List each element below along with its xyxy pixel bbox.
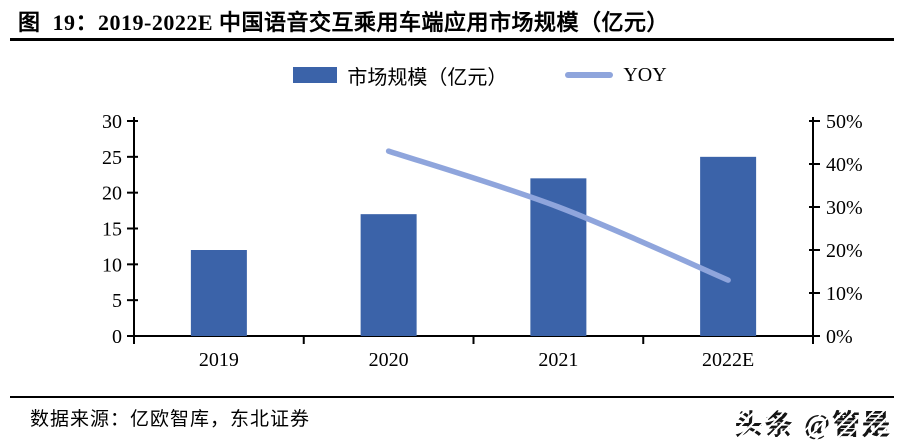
x-label-2021: 2021: [538, 349, 578, 371]
left-axis-tick-label: 10: [102, 254, 122, 276]
source-rule: [10, 396, 894, 398]
left-axis-tick-label: 25: [102, 147, 122, 169]
bar-2020: [360, 214, 417, 336]
legend-label-market-size: 市场规模（亿元）: [347, 66, 508, 89]
right-axis-tick-label: 40%: [826, 154, 863, 176]
line-series-swatch-icon: [565, 72, 614, 78]
right-axis-tick-label: 10%: [826, 283, 863, 305]
bar-2019: [190, 250, 247, 336]
left-axis-tick-label: 15: [102, 219, 122, 241]
bar-2022E: [700, 156, 757, 336]
right-axis-tick-label: 30%: [826, 197, 863, 219]
chart-legend: 市场规模（亿元） YOY: [28, 60, 904, 90]
yoy-line: [385, 148, 731, 283]
left-axis-tick-label: 0: [112, 326, 122, 348]
x-label-2020: 2020: [369, 349, 409, 371]
data-source-note: 数据来源：亿欧智库，东北证券: [30, 409, 311, 430]
left-axis-tick-label: 30: [102, 111, 122, 133]
title-rule: [10, 38, 894, 41]
figure-title: 图 19：2019-2022E 中国语音交互乘用车端应用市场规模（亿元）: [18, 10, 670, 35]
legend-item-market-size: 市场规模（亿元）: [293, 61, 507, 90]
legend-item-yoy: YOY: [565, 63, 667, 87]
right-axis-tick-label: 50%: [826, 111, 863, 133]
bar-series-swatch-icon: [293, 67, 338, 83]
x-label-2019: 2019: [199, 349, 239, 371]
left-axis-tick-label: 5: [112, 290, 122, 312]
right-axis-tick-label: 0%: [826, 326, 853, 348]
left-axis-tick-label: 20: [102, 183, 122, 205]
watermark-toutiao: 头条 @管是: [735, 403, 892, 443]
x-label-2022E: 2022E: [702, 349, 754, 371]
right-axis-tick-label: 20%: [826, 240, 863, 262]
legend-label-yoy: YOY: [623, 63, 667, 86]
